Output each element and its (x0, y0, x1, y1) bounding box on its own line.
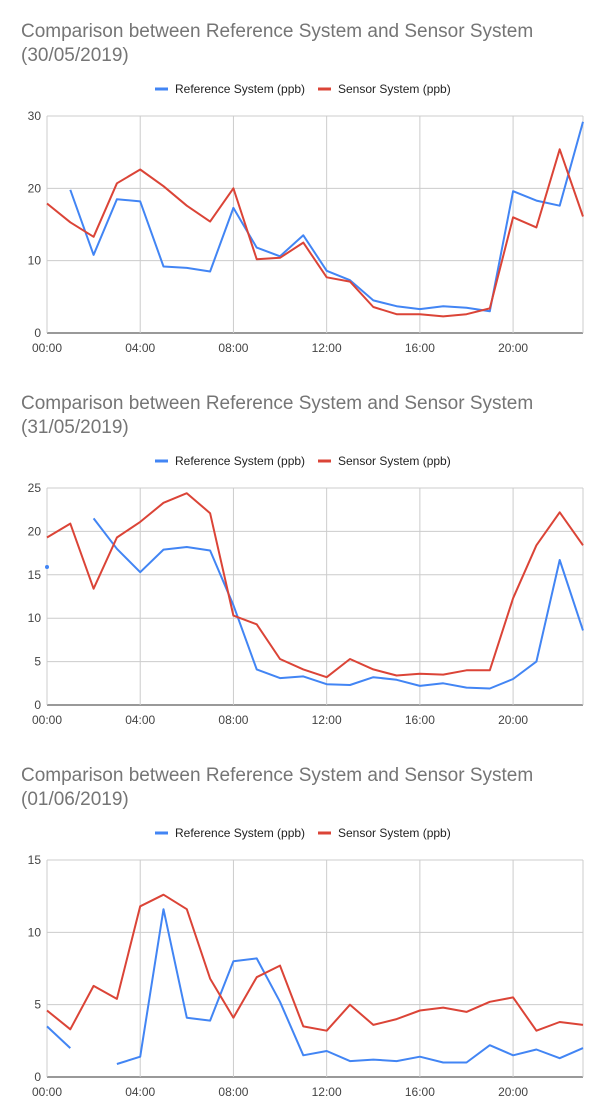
x-tick-label: 20:00 (498, 341, 528, 355)
legend-label-reference: Reference System (ppb) (175, 454, 305, 468)
x-tick-label: 08:00 (218, 713, 248, 727)
reference-series-line (46, 1025, 71, 1049)
x-tick-label: 20:00 (498, 713, 528, 727)
y-tick-label: 15 (28, 853, 42, 867)
chart-title: Comparison between Reference System and … (21, 765, 534, 810)
x-tick-label: 12:00 (312, 341, 342, 355)
y-tick-label: 10 (28, 611, 42, 625)
y-tick-label: 25 (28, 481, 42, 495)
sensor-series-line (46, 148, 584, 318)
y-tick-label: 5 (34, 998, 41, 1012)
x-tick-label: 16:00 (405, 1085, 435, 1099)
chart-panel-0: Comparison between Reference System and … (0, 0, 604, 372)
x-tick-label: 20:00 (498, 1085, 528, 1099)
line-chart: 0 10 20 30 00:00 04:00 08:00 12:00 16:00 20:00 Ref… (28, 82, 584, 355)
x-tick-label: 16:00 (405, 713, 435, 727)
x-tick-label: 00:00 (32, 341, 62, 355)
x-tick-label: 12:00 (312, 713, 342, 727)
x-tick-label: 12:00 (312, 1085, 342, 1099)
y-tick-label: 10 (28, 925, 42, 939)
sensor-series-line (46, 893, 584, 1032)
legend-label-reference: Reference System (ppb) (175, 826, 305, 840)
reference-series-line (92, 517, 584, 690)
reference-series-point (45, 564, 49, 569)
x-tick-label: 04:00 (125, 713, 155, 727)
y-tick-label: 0 (34, 1070, 41, 1084)
x-tick-label: 08:00 (218, 1085, 248, 1099)
reference-series-line (69, 121, 584, 313)
line-chart: 0 5 10 15 20 25 00:00 04:00 08:00 12:00 16:00 20:00… (28, 454, 584, 727)
legend-label-sensor: Sensor System (ppb) (338, 826, 451, 840)
y-tick-label: 15 (28, 568, 42, 582)
y-tick-label: 30 (28, 109, 42, 123)
x-tick-label: 04:00 (125, 341, 155, 355)
y-tick-label: 10 (28, 254, 42, 268)
y-tick-label: 20 (28, 181, 42, 195)
legend-label-reference: Reference System (ppb) (175, 82, 305, 96)
chart-title: Comparison between Reference System and … (21, 21, 534, 66)
x-tick-label: 04:00 (125, 1085, 155, 1099)
y-tick-label: 20 (28, 524, 42, 538)
reference-series-line (116, 908, 584, 1065)
legend-label-sensor: Sensor System (ppb) (338, 454, 451, 468)
x-tick-label: 00:00 (32, 713, 62, 727)
y-tick-label: 0 (34, 326, 41, 340)
x-tick-label: 08:00 (218, 341, 248, 355)
y-tick-label: 5 (34, 655, 41, 669)
legend-label-sensor: Sensor System (ppb) (338, 82, 451, 96)
chart-panel-1: Comparison between Reference System and … (0, 372, 604, 744)
x-tick-label: 00:00 (32, 1085, 62, 1099)
sensor-series-line (46, 492, 584, 679)
line-chart: 0 5 10 15 00:00 04:00 08:00 12:00 16:00 20:00 Refe… (28, 826, 584, 1099)
y-tick-label: 0 (34, 698, 41, 712)
chart-title: Comparison between Reference System and … (21, 393, 534, 438)
chart-panel-2: Comparison between Reference System and … (0, 744, 604, 1116)
x-tick-label: 16:00 (405, 341, 435, 355)
